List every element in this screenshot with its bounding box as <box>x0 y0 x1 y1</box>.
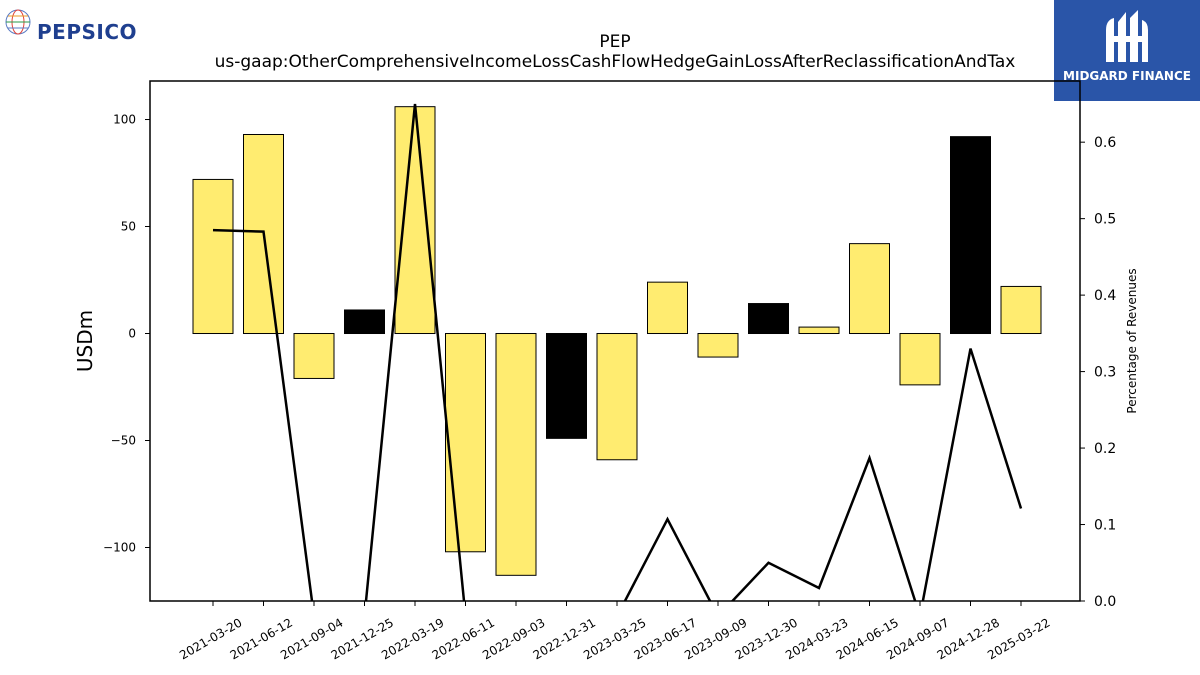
bar <box>394 106 436 335</box>
bar <box>798 326 840 335</box>
revenue-share-line <box>212 103 1023 601</box>
bar <box>293 333 335 379</box>
y-tick-label: −100 <box>103 541 136 555</box>
y2-tick-label: 0.2 <box>1094 441 1116 457</box>
bar <box>647 281 688 335</box>
y2-tick-label: 0.6 <box>1094 135 1116 151</box>
y2-tick-label: 0.4 <box>1094 288 1116 304</box>
y2-tick-label: 0.1 <box>1094 518 1116 534</box>
bar <box>899 333 941 386</box>
bar <box>950 136 991 335</box>
y-tick-label: 100 <box>113 113 136 127</box>
company-logo-text: PEPSICO <box>37 20 138 44</box>
bar <box>748 303 789 335</box>
bar <box>596 333 638 461</box>
bar <box>344 309 385 335</box>
bar <box>697 333 739 358</box>
bar <box>1000 285 1042 335</box>
bar <box>546 333 587 439</box>
publisher-logo-text: MIDGARD FINANCE <box>1063 69 1191 83</box>
midgard-mark-icon <box>1106 10 1148 62</box>
globe-icon <box>5 9 31 35</box>
chart-title: PEP <box>599 32 631 52</box>
y-tick-label: 0 <box>128 327 136 341</box>
y-axis-label: USDm <box>73 310 97 372</box>
y-tick-label: 50 <box>121 220 136 234</box>
y-tick-label: −50 <box>111 434 136 448</box>
chart-subtitle: us-gaap:OtherComprehensiveIncomeLossCash… <box>214 52 1016 72</box>
publisher-logo: MIDGARD FINANCE <box>1054 0 1200 101</box>
company-logo: PEPSICO <box>4 6 174 46</box>
bar <box>192 178 234 335</box>
y2-tick-label: 0.5 <box>1094 212 1116 228</box>
y2-axis-label: Percentage of Revenues <box>1125 268 1139 413</box>
bar <box>849 243 890 335</box>
y2-tick-label: 0.3 <box>1094 365 1116 381</box>
y2-tick-label: 0.0 <box>1094 594 1116 610</box>
plot-frame <box>149 80 1081 602</box>
bar <box>445 333 486 553</box>
bar <box>495 333 537 576</box>
